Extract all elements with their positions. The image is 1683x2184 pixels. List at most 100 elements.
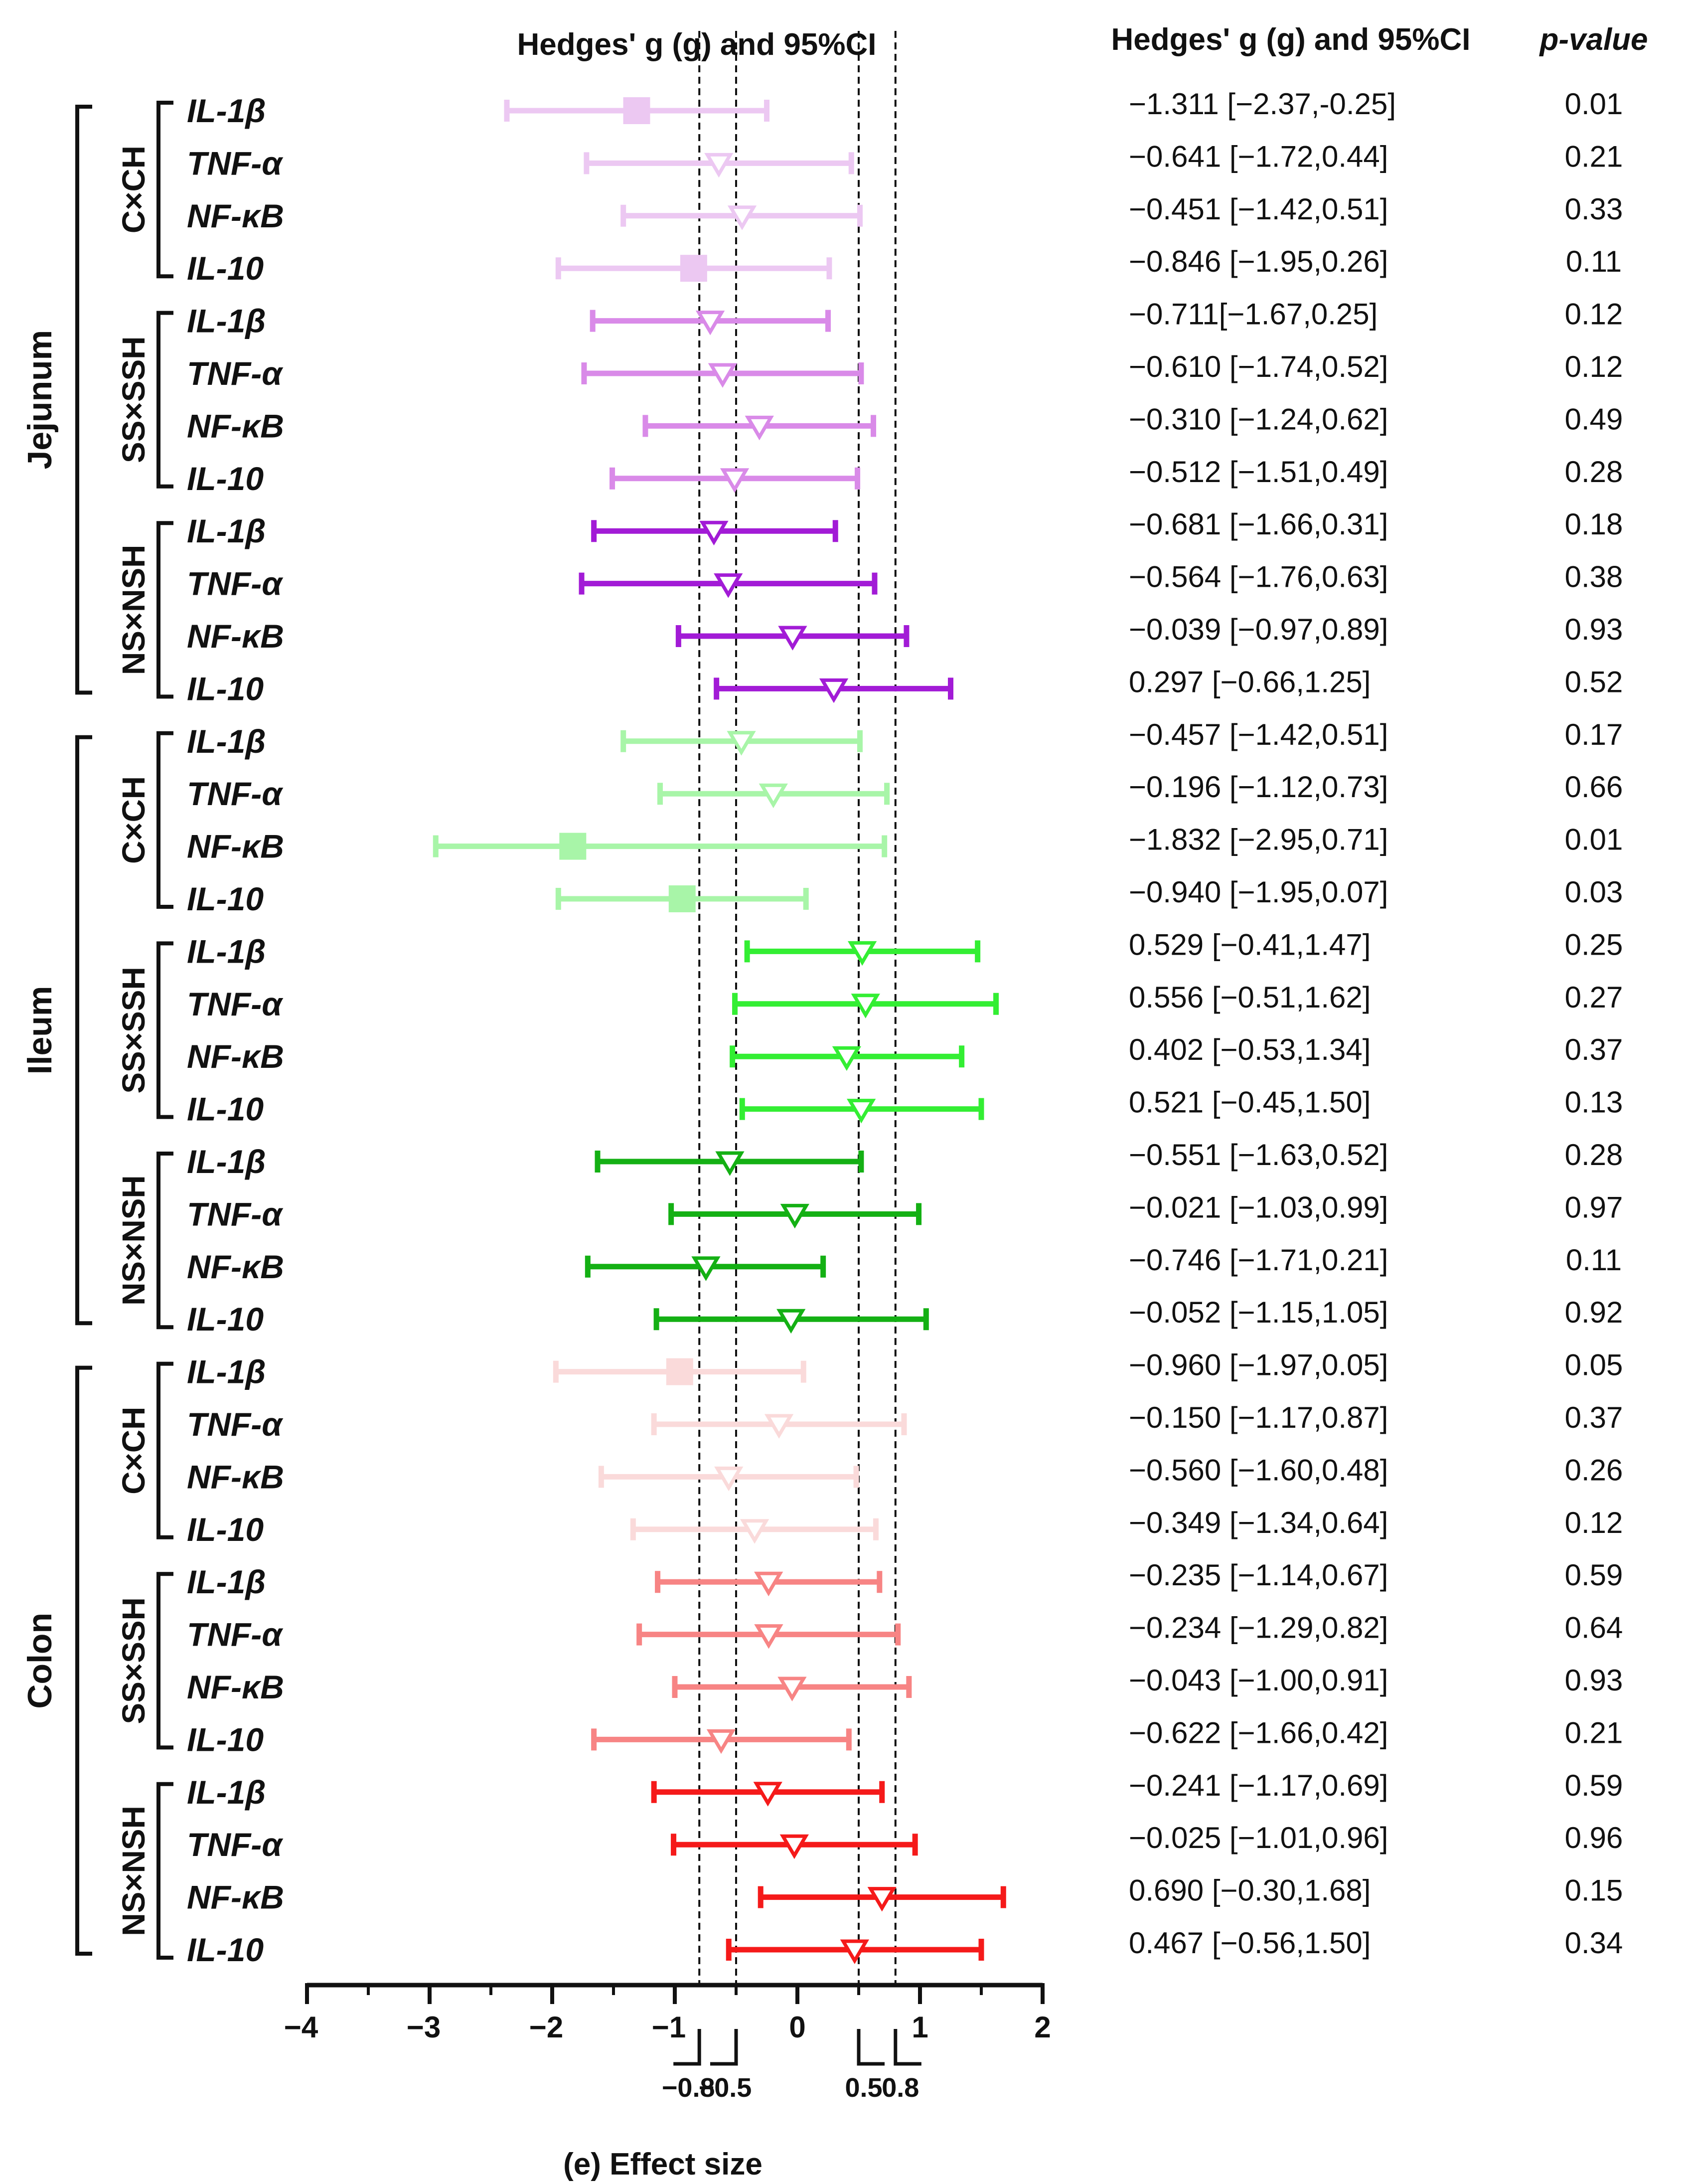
effect-size-value: −1.832 [−2.95,0.71] bbox=[1129, 823, 1388, 856]
point-estimate-triangle bbox=[754, 1571, 783, 1597]
p-value: 0.11 bbox=[1566, 1243, 1622, 1277]
effect-size-value: 0.556 [−0.51,1.62] bbox=[1129, 981, 1371, 1014]
x-tick-label: −2 bbox=[529, 2011, 563, 2044]
threshold-label: 0.5 bbox=[845, 2073, 882, 2103]
p-value: 0.92 bbox=[1565, 1296, 1623, 1329]
gene-label: TNF-α bbox=[187, 775, 284, 812]
effect-size-value: −0.551 [−1.63,0.52] bbox=[1129, 1138, 1388, 1172]
p-value: 0.25 bbox=[1565, 928, 1623, 961]
x-tick-label: 1 bbox=[912, 2011, 928, 2044]
group-brackets: C×CH SS×SSH NS×NSH Jejunum C×CH SS×SSH NS×NSH I… bbox=[21, 101, 173, 1960]
x-tick-label: −1 bbox=[652, 2011, 686, 2044]
p-value: 0.03 bbox=[1565, 875, 1623, 909]
point-estimate-triangle bbox=[832, 1046, 862, 1071]
point-estimate-triangle bbox=[779, 1834, 809, 1859]
point-estimate-triangle bbox=[699, 520, 729, 546]
gene-label: NF-κB bbox=[187, 1458, 284, 1495]
effect-size-value: −0.711[−1.67,0.25] bbox=[1129, 298, 1377, 331]
comparison-label: SS×SSH bbox=[116, 1597, 152, 1724]
threshold-lines bbox=[698, 31, 897, 1985]
point-estimate-triangle bbox=[867, 1887, 897, 1912]
gene-label: TNF-α bbox=[187, 1195, 284, 1232]
gene-label: IL-1β bbox=[187, 512, 266, 549]
effect-size-value: −0.641 [−1.72,0.44] bbox=[1129, 140, 1388, 173]
point-estimate-square bbox=[623, 97, 650, 124]
comparison-bracket bbox=[156, 731, 173, 909]
comparison-bracket bbox=[156, 1782, 173, 1960]
comparison-label: C×CH bbox=[116, 776, 152, 864]
comparison-bracket bbox=[156, 941, 173, 1119]
x-axis-label: (e) Effect size bbox=[563, 2147, 763, 2182]
gene-label: TNF-α bbox=[187, 1406, 284, 1443]
point-estimate-square bbox=[668, 885, 696, 912]
point-estimate-triangle bbox=[715, 1151, 745, 1176]
point-estimate-square bbox=[680, 255, 707, 282]
p-value: 0.13 bbox=[1565, 1086, 1623, 1119]
point-estimate-triangle bbox=[777, 1677, 807, 1701]
p-value: 0.11 bbox=[1566, 245, 1622, 278]
plot-header: Hedges' g (g) and 95%CI bbox=[517, 27, 877, 62]
gene-label: IL-1β bbox=[187, 1774, 266, 1811]
gene-label: TNF-α bbox=[187, 565, 284, 602]
gene-label: IL-1β bbox=[187, 1353, 266, 1390]
p-value: 0.34 bbox=[1565, 1926, 1623, 1960]
comparison-bracket bbox=[156, 311, 173, 489]
effect-size-value: −0.196 [−1.12,0.73] bbox=[1129, 770, 1388, 804]
p-value: 0.37 bbox=[1565, 1401, 1623, 1434]
effect-size-value: −0.310 [−1.24,0.62] bbox=[1129, 402, 1388, 436]
p-value: 0.27 bbox=[1565, 981, 1623, 1014]
gene-label: TNF-α bbox=[187, 355, 284, 392]
effect-size-value: 0.467 [−0.56,1.50] bbox=[1129, 1926, 1371, 1960]
x-tick-label: 0 bbox=[789, 2011, 805, 2044]
x-tick-label: −3 bbox=[407, 2011, 441, 2044]
point-estimate-triangle bbox=[847, 1099, 876, 1124]
effect-size-value: −0.025 [−1.01,0.96] bbox=[1129, 1821, 1388, 1854]
comparison-bracket bbox=[156, 1572, 173, 1750]
point-estimate-triangle bbox=[754, 1624, 783, 1649]
effect-size-value: 0.521 [−0.45,1.50] bbox=[1129, 1086, 1371, 1119]
gene-label: NF-κB bbox=[187, 1669, 284, 1705]
effect-size-value: 0.297 [−0.66,1.25] bbox=[1129, 665, 1371, 698]
comparison-bracket bbox=[156, 1361, 173, 1539]
gene-label: IL-10 bbox=[187, 880, 264, 917]
tissue-bracket bbox=[75, 1365, 92, 1956]
effect-size-value: −0.234 [−1.29,0.82] bbox=[1129, 1611, 1388, 1645]
effect-size-value: −0.560 [−1.60,0.48] bbox=[1129, 1453, 1388, 1487]
point-estimate-triangle bbox=[851, 994, 880, 1018]
p-value: 0.52 bbox=[1565, 665, 1623, 698]
p-value: 0.21 bbox=[1565, 140, 1623, 173]
gene-label: IL-1β bbox=[187, 303, 266, 339]
point-estimate-triangle bbox=[819, 678, 849, 703]
p-value: 0.93 bbox=[1565, 1664, 1623, 1697]
effect-size-value: −0.150 [−1.17,0.87] bbox=[1129, 1401, 1388, 1434]
p-value: 0.28 bbox=[1565, 455, 1623, 489]
threshold-bracket bbox=[673, 2029, 701, 2066]
effect-size-value: −0.681 [−1.66,0.31] bbox=[1129, 507, 1388, 541]
effect-size-value: −0.746 [−1.71,0.21] bbox=[1129, 1243, 1388, 1277]
point-estimate-triangle bbox=[778, 626, 807, 651]
effect-size-value: −1.311 [−2.37,-0.25] bbox=[1129, 87, 1396, 121]
effect-size-value: 0.690 [−0.30,1.68] bbox=[1129, 1874, 1371, 1907]
point-estimate-triangle bbox=[706, 1729, 736, 1754]
threshold-label: −0.5 bbox=[699, 2073, 752, 2103]
x-tick-label: 2 bbox=[1034, 2011, 1051, 2044]
point-estimate-triangle bbox=[727, 731, 756, 756]
effect-size-value: −0.052 [−1.15,1.05] bbox=[1129, 1296, 1388, 1329]
point-estimate-triangle bbox=[840, 1939, 870, 1964]
effect-size-value: −0.451 [−1.42,0.51] bbox=[1129, 192, 1388, 226]
threshold-bracket bbox=[894, 2029, 921, 2066]
threshold-label: 0.8 bbox=[882, 2073, 919, 2103]
point-estimate-triangle bbox=[753, 1782, 782, 1807]
gene-label: IL-10 bbox=[187, 1931, 264, 1968]
comparison-label: NS×NSH bbox=[116, 545, 152, 675]
effect-size-value: −0.241 [−1.17,0.69] bbox=[1129, 1769, 1388, 1802]
effect-size-value: −0.349 [−1.34,0.64] bbox=[1129, 1506, 1388, 1539]
threshold-label: −0.8 bbox=[662, 2073, 715, 2103]
point-estimate-triangle bbox=[740, 1519, 769, 1544]
p-value: 0.17 bbox=[1565, 718, 1623, 751]
point-estimate-triangle bbox=[780, 1203, 809, 1229]
comparison-label: SS×SSH bbox=[116, 967, 152, 1093]
effect-size-value: −0.622 [−1.66,0.42] bbox=[1129, 1716, 1388, 1749]
gene-label: NF-κB bbox=[187, 197, 284, 234]
effect-size-value: 0.402 [−0.53,1.34] bbox=[1129, 1033, 1371, 1066]
